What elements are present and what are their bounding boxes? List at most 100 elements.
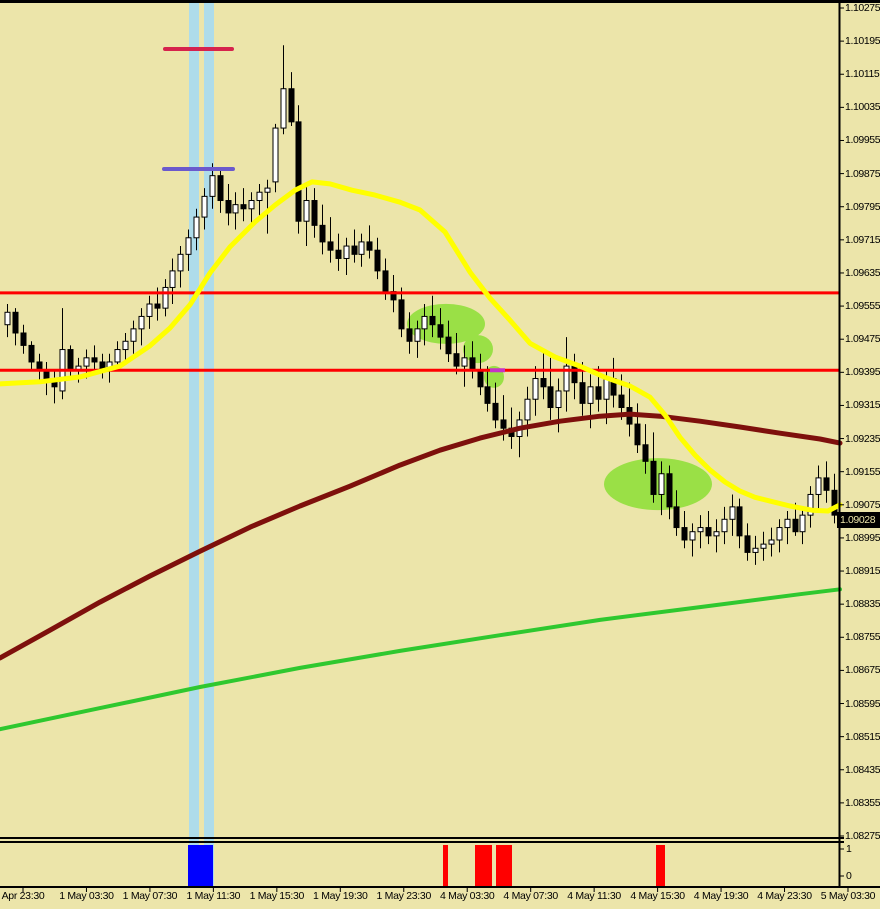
candle-body xyxy=(154,303,161,309)
candle xyxy=(248,192,255,226)
candle-body xyxy=(374,249,381,272)
histogram-bar xyxy=(656,845,665,886)
price-axis-label: 1.09315 xyxy=(845,399,880,412)
candle-body xyxy=(736,506,743,537)
chart-plot-area[interactable] xyxy=(0,3,839,836)
time-axis-label: 1 May 15:30 xyxy=(249,890,305,902)
vertical-highlight-stripe[interactable] xyxy=(189,0,199,886)
highlight-ellipse[interactable] xyxy=(604,458,712,511)
time-axis-label: 4 May 03:30 xyxy=(439,890,495,902)
candle-body xyxy=(807,493,814,516)
price-axis-label: 1.08755 xyxy=(845,631,880,644)
candle xyxy=(185,229,192,271)
candle-body xyxy=(697,527,704,533)
candle xyxy=(343,237,350,276)
candle-body xyxy=(492,402,499,421)
candle xyxy=(484,366,491,412)
time-axis-label: 4 May 07:30 xyxy=(503,890,558,902)
candle-body xyxy=(358,241,365,255)
candle-body xyxy=(201,195,208,218)
vertical-highlight-stripe[interactable] xyxy=(204,0,214,886)
candle xyxy=(398,287,405,338)
price-axis-label: 1.09715 xyxy=(845,233,880,246)
candle xyxy=(760,531,767,561)
price-axis-label: 1.08675 xyxy=(845,664,880,677)
price-axis-label: 1.09075 xyxy=(845,498,880,511)
price-axis-label: 1.09475 xyxy=(845,333,880,346)
candle-body xyxy=(752,547,759,553)
candle-body xyxy=(288,88,295,123)
candle xyxy=(429,295,436,338)
candle-body xyxy=(398,299,405,330)
candle xyxy=(319,204,326,255)
time-axis-label: 4 May 19:30 xyxy=(693,890,749,902)
candle xyxy=(642,424,649,474)
candle xyxy=(201,188,208,230)
candle xyxy=(335,233,342,271)
price-axis-label: 1.09395 xyxy=(845,366,880,379)
candle xyxy=(240,188,247,222)
top-border xyxy=(0,0,880,3)
candle-body xyxy=(20,332,27,346)
candle-body xyxy=(343,245,350,259)
candle-body xyxy=(634,423,641,446)
candle xyxy=(752,535,759,565)
candle xyxy=(295,105,302,234)
highlight-ellipse[interactable] xyxy=(407,303,485,344)
candle-body xyxy=(540,378,547,388)
candle xyxy=(406,312,413,354)
candle-body xyxy=(130,328,137,342)
price-axis-label: 1.09555 xyxy=(845,300,880,313)
current-price-label: 1.09028 xyxy=(837,512,880,528)
candle xyxy=(673,490,680,536)
price-axis-label: 1.09875 xyxy=(845,167,880,180)
stripes-layer xyxy=(189,0,214,886)
candle-body xyxy=(721,518,728,533)
candle-body xyxy=(421,315,428,330)
time-axis-line[interactable] xyxy=(0,886,880,888)
candle xyxy=(162,279,169,317)
candle-body xyxy=(705,527,712,537)
candle xyxy=(122,332,129,362)
candle xyxy=(303,183,310,247)
candle-body xyxy=(563,365,570,392)
candle-body xyxy=(666,473,673,508)
candle xyxy=(280,45,287,135)
candle-body xyxy=(217,175,224,202)
candle xyxy=(138,308,145,346)
candle xyxy=(697,515,704,549)
price-axis-label: 1.08515 xyxy=(845,730,880,743)
candle-body xyxy=(366,241,373,251)
indicator-subwindow[interactable] xyxy=(0,845,839,886)
candle xyxy=(28,341,35,371)
candle xyxy=(232,192,239,230)
highlight-ellipse[interactable] xyxy=(463,335,493,364)
candle xyxy=(681,511,688,549)
candle xyxy=(130,320,137,354)
candle xyxy=(366,225,373,259)
candle-body xyxy=(225,200,232,214)
histogram-bar xyxy=(443,845,448,886)
candle-body xyxy=(532,378,539,400)
signal-histogram[interactable] xyxy=(188,845,665,886)
subwindow-separator-lower xyxy=(0,841,844,843)
price-axis-label: 1.08595 xyxy=(845,697,880,710)
candle-body xyxy=(437,324,444,338)
candle-body xyxy=(162,286,169,309)
candle-body xyxy=(792,518,799,533)
candle xyxy=(169,258,176,305)
price-axis-label: 1.08995 xyxy=(845,531,880,544)
time-axis-label: Apr 23:30 xyxy=(1,890,45,902)
candle-body xyxy=(524,398,531,421)
candle-body xyxy=(815,477,822,495)
candle xyxy=(327,217,334,263)
candle-body xyxy=(248,200,255,210)
candle-body xyxy=(114,349,121,363)
candle xyxy=(532,366,539,416)
time-axis-label: 1 May 11:30 xyxy=(186,890,241,902)
candle-body xyxy=(642,444,649,462)
candle-body xyxy=(169,270,176,288)
candle-body xyxy=(445,336,452,355)
candle xyxy=(492,382,499,429)
price-axis-label: 1.09155 xyxy=(845,465,880,478)
